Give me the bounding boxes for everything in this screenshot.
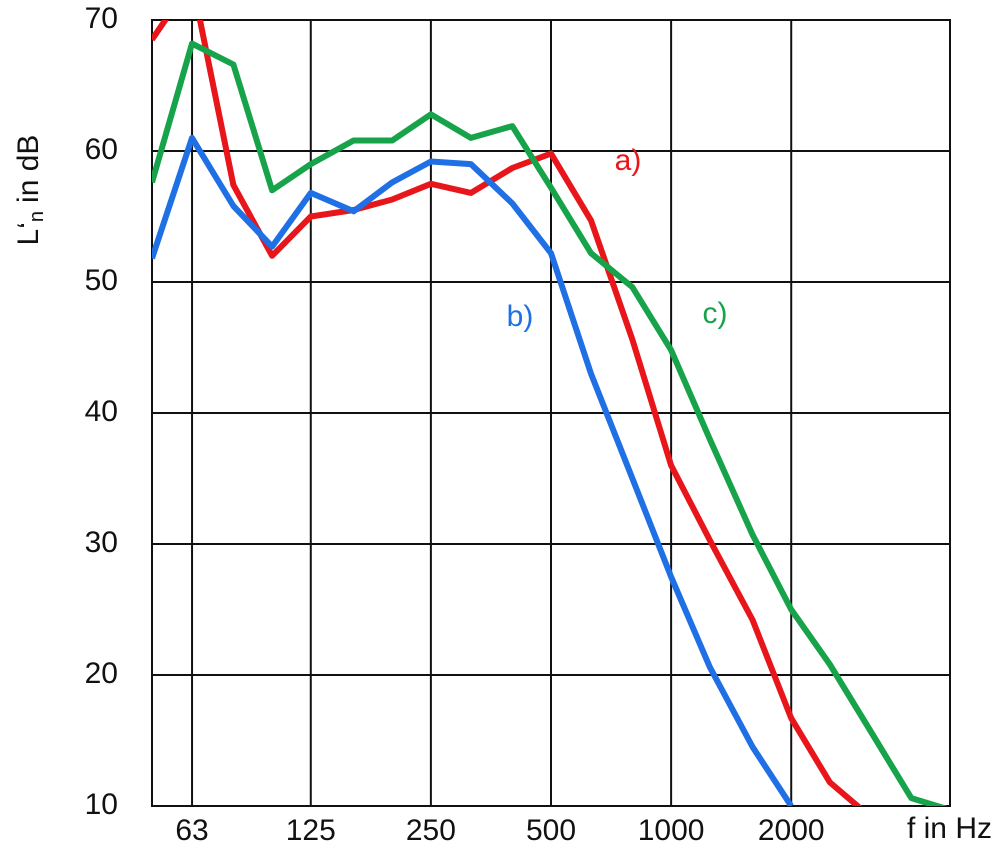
- y-tick-label: 60: [85, 133, 118, 166]
- series-label: a): [615, 144, 642, 177]
- series-line: [152, 134, 794, 806]
- y-axis-label: L‘n in dB: [12, 135, 48, 246]
- x-tick-label: 250: [406, 814, 456, 847]
- x-axis-label: f in Hz: [907, 812, 992, 845]
- x-tick-label: 63: [175, 814, 208, 847]
- y-label-sub: n: [26, 211, 48, 222]
- y-tick-label: 20: [85, 657, 118, 690]
- x-tick-label: 125: [286, 814, 336, 847]
- y-tick-label: 10: [85, 788, 118, 821]
- y-tick-label: 40: [85, 395, 118, 428]
- series-label: b): [507, 300, 534, 333]
- labels: 10 20 30 40 50 60 70 63 125 250 500 1000 2000 a) b) c): [85, 2, 825, 847]
- x-tick-label: 500: [526, 814, 576, 847]
- y-label-main: L‘: [12, 222, 45, 245]
- x-tick-label: 1000: [638, 814, 705, 847]
- grid: [151, 19, 951, 807]
- series-label: c): [703, 297, 728, 330]
- y-label-rest: in dB: [12, 135, 45, 203]
- series-line: [152, 20, 863, 806]
- lines: [152, 20, 948, 806]
- y-tick-label: 70: [85, 2, 118, 35]
- x-tick-label: 2000: [758, 814, 825, 847]
- y-tick-label: 50: [85, 264, 118, 297]
- y-tick-label: 30: [85, 526, 118, 559]
- series-line: [152, 40, 948, 806]
